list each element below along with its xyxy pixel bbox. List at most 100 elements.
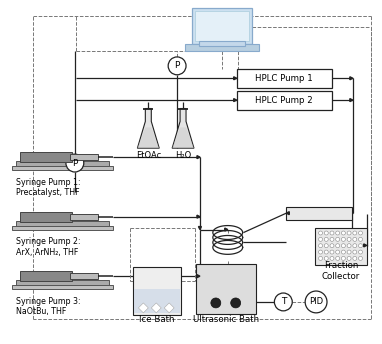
Circle shape	[330, 250, 334, 254]
Bar	[20, 152, 72, 162]
Circle shape	[211, 298, 221, 308]
Circle shape	[342, 256, 345, 260]
Circle shape	[324, 244, 328, 248]
Circle shape	[330, 237, 334, 241]
Circle shape	[353, 256, 357, 260]
Text: Ice Bath: Ice Bath	[139, 315, 175, 324]
Text: PID: PID	[309, 298, 323, 307]
Circle shape	[305, 291, 327, 313]
Circle shape	[319, 231, 322, 235]
Polygon shape	[164, 303, 174, 313]
Bar	[16, 161, 108, 168]
Polygon shape	[172, 108, 194, 148]
Circle shape	[324, 237, 328, 241]
Bar	[12, 166, 113, 170]
Bar	[70, 154, 98, 160]
Text: HPLC Pump 1: HPLC Pump 1	[256, 74, 313, 83]
Bar	[196, 264, 256, 314]
Text: Ultrasonic Bath: Ultrasonic Bath	[193, 315, 259, 324]
Bar	[192, 8, 252, 44]
Circle shape	[342, 231, 345, 235]
Bar	[16, 280, 108, 287]
Polygon shape	[225, 228, 228, 231]
Polygon shape	[197, 215, 200, 218]
Circle shape	[324, 256, 328, 260]
Circle shape	[336, 250, 340, 254]
Text: Fraction
Collector: Fraction Collector	[322, 261, 360, 281]
Bar	[185, 44, 259, 51]
Text: HPLC Pump 2: HPLC Pump 2	[256, 96, 313, 105]
Polygon shape	[197, 275, 200, 278]
Circle shape	[359, 256, 363, 260]
Polygon shape	[234, 77, 237, 80]
Circle shape	[353, 244, 357, 248]
Bar	[134, 289, 180, 313]
Text: EtOAc: EtOAc	[136, 151, 161, 160]
Text: T: T	[281, 298, 286, 307]
Polygon shape	[364, 244, 367, 247]
Circle shape	[359, 231, 363, 235]
Bar	[133, 267, 181, 315]
Text: Syringe Pump 1:
Precatalyst, THF: Syringe Pump 1: Precatalyst, THF	[16, 178, 81, 197]
Circle shape	[336, 256, 340, 260]
Polygon shape	[138, 108, 159, 148]
Bar	[286, 207, 352, 219]
Circle shape	[319, 250, 322, 254]
Polygon shape	[198, 227, 201, 229]
Polygon shape	[138, 303, 148, 313]
Circle shape	[319, 244, 322, 248]
Circle shape	[336, 244, 340, 248]
Bar	[12, 226, 113, 229]
Polygon shape	[138, 127, 159, 148]
Polygon shape	[197, 155, 200, 159]
Circle shape	[319, 237, 322, 241]
Circle shape	[330, 244, 334, 248]
Bar	[195, 11, 249, 41]
Bar	[70, 273, 98, 279]
Circle shape	[319, 256, 322, 260]
Text: P: P	[72, 159, 78, 168]
Circle shape	[66, 154, 84, 172]
Circle shape	[330, 256, 334, 260]
Circle shape	[347, 256, 351, 260]
Circle shape	[347, 237, 351, 241]
Bar	[315, 227, 367, 265]
Circle shape	[347, 231, 351, 235]
Bar	[237, 69, 332, 88]
Circle shape	[330, 231, 334, 235]
Bar	[70, 214, 98, 219]
Circle shape	[168, 57, 186, 75]
Circle shape	[324, 231, 328, 235]
Circle shape	[353, 231, 357, 235]
Bar	[20, 212, 72, 222]
Text: Syringe Pump 3:
NaOtBu, THF: Syringe Pump 3: NaOtBu, THF	[16, 297, 81, 316]
Polygon shape	[172, 127, 194, 148]
Circle shape	[336, 231, 340, 235]
Circle shape	[359, 244, 363, 248]
Circle shape	[359, 250, 363, 254]
Polygon shape	[350, 99, 353, 101]
Text: H₂O: H₂O	[175, 151, 191, 160]
Circle shape	[274, 293, 292, 311]
Circle shape	[353, 237, 357, 241]
Polygon shape	[151, 303, 161, 313]
Polygon shape	[286, 212, 289, 215]
Polygon shape	[234, 99, 237, 101]
Text: P: P	[175, 61, 180, 71]
Bar	[199, 41, 244, 46]
Circle shape	[324, 250, 328, 254]
Circle shape	[353, 250, 357, 254]
Circle shape	[231, 298, 241, 308]
Bar	[237, 91, 332, 109]
Circle shape	[347, 244, 351, 248]
Circle shape	[359, 237, 363, 241]
Text: Syringe Pump 2:
ArX, ArNH₂, THF: Syringe Pump 2: ArX, ArNH₂, THF	[16, 237, 81, 257]
Circle shape	[347, 250, 351, 254]
Circle shape	[342, 250, 345, 254]
Bar	[12, 285, 113, 289]
Bar	[20, 271, 72, 281]
Circle shape	[342, 244, 345, 248]
Polygon shape	[350, 77, 353, 80]
Bar	[16, 221, 108, 227]
Circle shape	[336, 237, 340, 241]
